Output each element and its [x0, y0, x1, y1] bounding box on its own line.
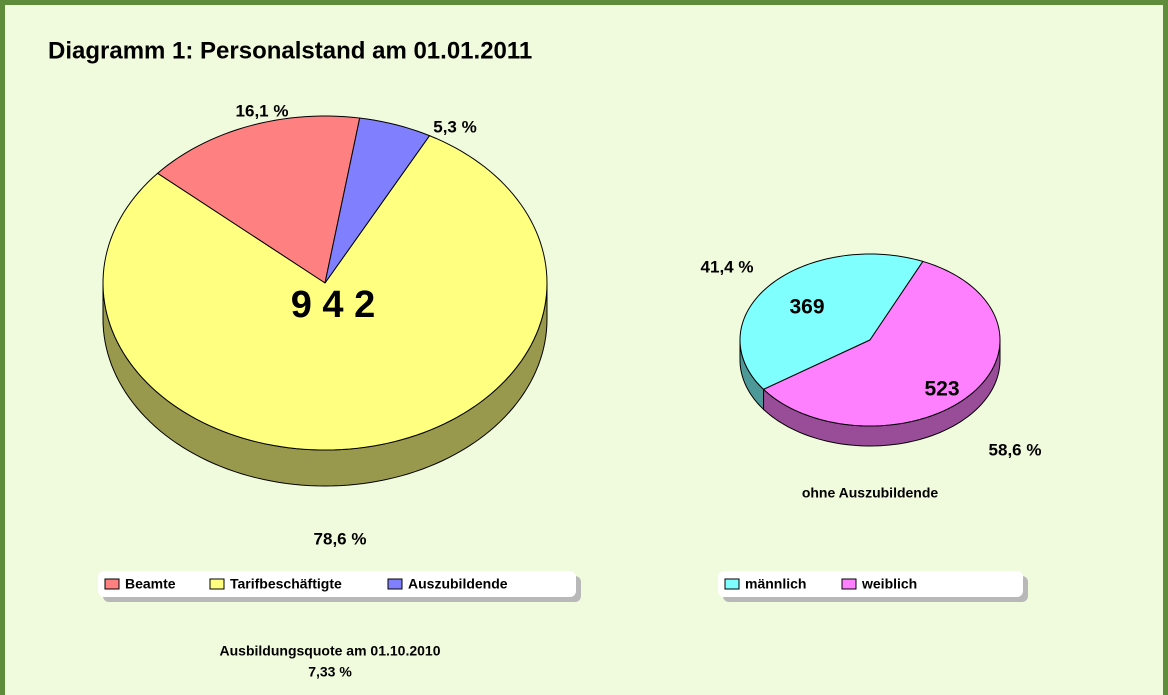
legend-swatch	[842, 579, 856, 589]
legend-swatch	[725, 579, 739, 589]
value-label: 41,4 %	[701, 257, 754, 276]
legend-label: Beamte	[125, 576, 176, 592]
legend-swatch	[388, 579, 402, 589]
legend-label: Auszubildende	[408, 576, 508, 592]
value-label: 78,6 %	[314, 529, 367, 548]
legend-swatch	[105, 579, 119, 589]
note: Ausbildungsquote am 01.10.2010	[220, 643, 441, 659]
note: 7,33 %	[308, 664, 352, 680]
center-label: 9 4 2	[291, 284, 376, 326]
legend-label: männlich	[745, 576, 806, 592]
value-label: 58,6 %	[989, 440, 1042, 459]
count-label: 369	[789, 296, 824, 319]
page-title: Diagramm 1: Personalstand am 01.01.2011	[48, 37, 532, 64]
value-label: 16,1 %	[236, 101, 289, 120]
legend-label: Tarifbeschäftigte	[230, 576, 342, 592]
legend-label: weiblich	[861, 576, 917, 592]
pie-subtitle: ohne Auszubildende	[802, 485, 939, 501]
legend-swatch	[210, 579, 224, 589]
count-label: 523	[924, 378, 959, 401]
chart-page: Diagramm 1: Personalstand am 01.01.2011 …	[0, 0, 1168, 695]
value-label: 5,3 %	[433, 117, 476, 136]
